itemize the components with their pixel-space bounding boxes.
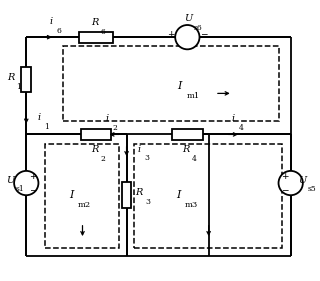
Text: R: R [91, 18, 98, 27]
Text: +: + [167, 30, 174, 38]
Text: m3: m3 [185, 201, 198, 209]
Text: +: + [281, 173, 288, 182]
Text: 6: 6 [101, 28, 106, 36]
Text: i: i [49, 17, 52, 26]
Bar [172, 129, 203, 140]
Text: R: R [136, 188, 143, 197]
Bar [63, 46, 278, 121]
Text: s6: s6 [193, 24, 202, 32]
Text: R: R [7, 73, 14, 82]
Text: −: − [281, 185, 288, 194]
Bar [81, 129, 111, 140]
Text: −: − [28, 185, 36, 194]
Text: −: − [200, 30, 208, 38]
Text: U: U [6, 176, 15, 185]
Text: i: i [105, 114, 108, 123]
Text: U: U [184, 14, 192, 23]
Text: 4: 4 [238, 124, 243, 132]
Circle shape [14, 171, 38, 195]
Circle shape [278, 171, 303, 195]
Text: i: i [37, 113, 41, 122]
Text: 3: 3 [145, 155, 150, 162]
Text: I: I [69, 190, 74, 200]
Text: R: R [91, 145, 98, 154]
Bar [21, 67, 31, 92]
Text: 1: 1 [44, 123, 49, 131]
Circle shape [175, 25, 199, 49]
Text: 2: 2 [101, 155, 106, 163]
Text: s1: s1 [16, 185, 25, 194]
Text: i: i [231, 114, 235, 123]
Text: 6: 6 [56, 27, 61, 35]
Text: m1: m1 [187, 92, 200, 100]
Text: i: i [138, 144, 141, 153]
Text: m2: m2 [78, 201, 91, 209]
Text: +: + [28, 173, 36, 182]
Bar [79, 32, 113, 43]
Text: 1: 1 [17, 83, 21, 91]
Text: I: I [178, 81, 182, 91]
Bar [134, 144, 282, 248]
Text: s5: s5 [308, 185, 316, 194]
Bar [44, 144, 119, 248]
Text: 3: 3 [145, 198, 150, 206]
Text: U: U [298, 176, 306, 185]
Text: 4: 4 [192, 155, 197, 163]
Text: R: R [182, 145, 189, 154]
Bar [122, 182, 132, 208]
Text: 2: 2 [112, 124, 117, 132]
Text: I: I [176, 190, 180, 200]
